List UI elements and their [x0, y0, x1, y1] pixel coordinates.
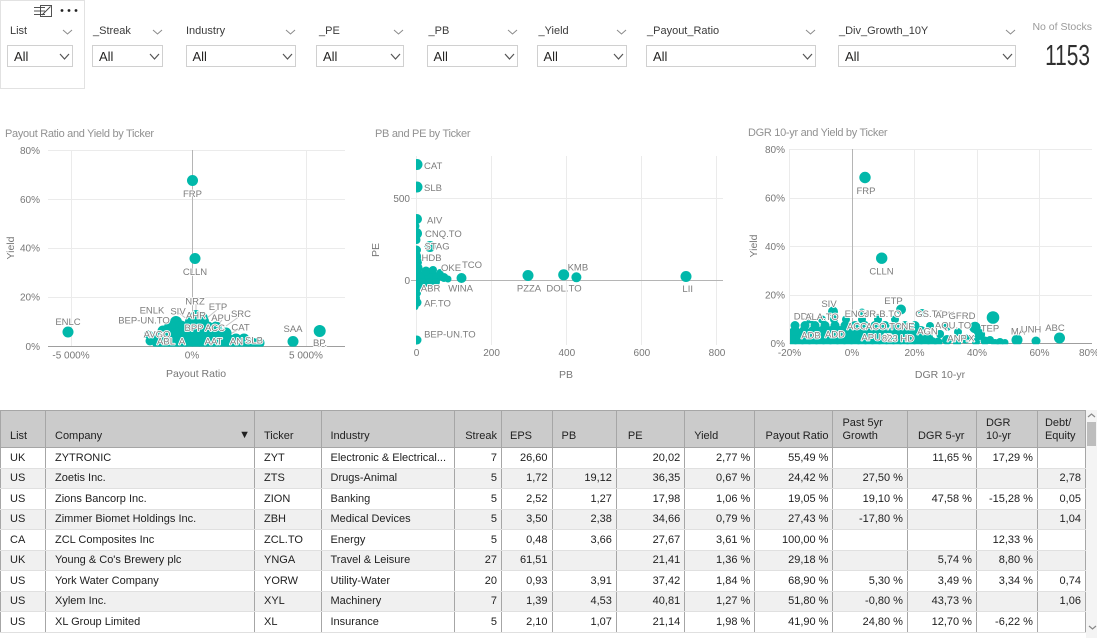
svg-text:TEP: TEP — [981, 324, 999, 335]
svg-text:AIV: AIV — [427, 216, 443, 227]
svg-text:60%: 60% — [1029, 348, 1049, 359]
svg-text:APH: APH — [935, 310, 955, 321]
svg-text:CNQ.TO: CNQ.TO — [425, 229, 462, 240]
svg-text:20%: 20% — [765, 291, 785, 302]
svg-text:KMB: KMB — [568, 263, 589, 274]
svg-text:ADD: ADD — [825, 330, 845, 341]
svg-text:600: 600 — [634, 348, 651, 359]
svg-text:NE: NE — [901, 322, 914, 333]
svg-text:80%: 80% — [765, 145, 785, 156]
svg-text:CAT: CAT — [424, 161, 442, 172]
svg-text:80%: 80% — [20, 146, 40, 157]
svg-text:UNH: UNH — [1021, 325, 1042, 336]
svg-text:HDB: HDB — [422, 253, 442, 264]
svg-text:5 000%: 5 000% — [289, 351, 323, 362]
svg-text:ACO.TO: ACO.TO — [866, 322, 902, 333]
svg-text:40%: 40% — [765, 242, 785, 253]
svg-text:Yield: Yield — [748, 234, 760, 257]
svg-text:ABL: ABL — [157, 337, 175, 348]
svg-text:ACC: ACC — [847, 322, 867, 333]
svg-text:MA: MA — [1011, 327, 1026, 338]
svg-text:WINA: WINA — [448, 284, 473, 295]
svg-text:20%: 20% — [904, 348, 924, 359]
svg-text:0: 0 — [404, 276, 410, 287]
svg-text:AHR: AHR — [186, 311, 206, 322]
svg-text:Payout Ratio: Payout Ratio — [166, 368, 226, 380]
svg-text:60%: 60% — [765, 194, 785, 205]
svg-text:APU IP: APU IP — [861, 333, 892, 344]
svg-text:BEP-UN.TO: BEP-UN.TO — [424, 330, 476, 341]
svg-text:BPP: BPP — [184, 323, 203, 334]
svg-text:AF.TO: AF.TO — [424, 299, 451, 310]
svg-text:FRP: FRP — [183, 189, 202, 200]
svg-text:0%: 0% — [26, 342, 41, 353]
svg-text:AVGO: AVGO — [144, 330, 171, 341]
svg-text:0%: 0% — [771, 339, 786, 350]
svg-text:20%: 20% — [20, 293, 40, 304]
svg-text:AAT: AAT — [205, 337, 223, 348]
svg-text:SLB: SLB — [424, 183, 442, 194]
svg-text:STAG: STAG — [425, 242, 450, 253]
svg-text:SIV: SIV — [821, 299, 837, 310]
svg-text:ENLK: ENLK — [845, 309, 870, 320]
svg-text:ADB: ADB — [801, 331, 821, 342]
svg-text:500: 500 — [393, 194, 410, 205]
svg-text:PB and PE by Ticker: PB and PE by Ticker — [375, 128, 471, 140]
svg-text:AN: AN — [230, 337, 243, 348]
svg-text:BP.: BP. — [313, 338, 327, 349]
svg-text:CAT: CAT — [231, 323, 249, 334]
svg-text:BEP-UN.TO: BEP-UN.TO — [118, 316, 170, 327]
svg-text:APU: APU — [211, 313, 231, 324]
svg-text:ENLK: ENLK — [140, 306, 165, 317]
svg-text:DOL.TO: DOL.TO — [546, 284, 581, 295]
svg-text:DGR 10-yr: DGR 10-yr — [915, 369, 966, 381]
svg-text:AQU.TO: AQU.TO — [935, 321, 971, 332]
svg-text:GS.TO: GS.TO — [915, 309, 944, 320]
svg-text:ANP.X: ANP.X — [947, 334, 975, 345]
svg-text:OKE: OKE — [441, 263, 461, 274]
svg-text:NRZ: NRZ — [185, 297, 205, 308]
svg-text:ALA.TO: ALA.TO — [805, 312, 839, 323]
svg-text:CJR-B.TO: CJR-B.TO — [858, 309, 902, 320]
svg-text:40%: 40% — [20, 244, 40, 255]
svg-text:-5 000%: -5 000% — [52, 351, 89, 362]
svg-text:0%: 0% — [185, 351, 200, 362]
svg-text:Payout Ratio and Yield by Tick: Payout Ratio and Yield by Ticker — [5, 128, 154, 140]
svg-text:823 HD: 823 HD — [882, 334, 914, 345]
svg-text:GFRD: GFRD — [949, 311, 976, 322]
svg-text:ABR: ABR — [421, 284, 441, 295]
svg-text:DGR 10-yr and Yield by Ticker: DGR 10-yr and Yield by Ticker — [748, 127, 888, 139]
svg-text:CLLN: CLLN — [869, 267, 893, 278]
svg-text:ETP: ETP — [884, 296, 902, 307]
svg-text:DDR: DDR — [794, 312, 815, 323]
svg-text:CLLN: CLLN — [183, 267, 207, 278]
svg-text:SIV: SIV — [170, 307, 186, 318]
svg-text:SLB: SLB — [245, 336, 263, 347]
svg-text:SRC: SRC — [231, 309, 251, 320]
svg-text:PE: PE — [370, 243, 382, 257]
svg-text:Yield: Yield — [5, 236, 17, 259]
svg-text:TCO: TCO — [462, 260, 482, 271]
svg-text:40%: 40% — [967, 348, 987, 359]
svg-text:-20%: -20% — [778, 348, 801, 359]
svg-text:0%: 0% — [845, 348, 860, 359]
svg-text:A: A — [179, 337, 186, 348]
svg-text:400: 400 — [558, 348, 575, 359]
svg-text:800: 800 — [709, 348, 726, 359]
svg-text:SAA: SAA — [283, 324, 303, 335]
svg-text:PZZA: PZZA — [517, 284, 542, 295]
svg-text:AGN: AGN — [917, 327, 938, 338]
svg-text:FRP: FRP — [857, 186, 876, 197]
svg-text:ACC: ACC — [205, 323, 225, 334]
svg-text:60%: 60% — [20, 195, 40, 206]
svg-text:ETP: ETP — [209, 302, 227, 313]
svg-text:0: 0 — [414, 348, 420, 359]
svg-text:ENLC: ENLC — [55, 317, 80, 328]
svg-text:LII: LII — [682, 284, 693, 295]
svg-text:PB: PB — [559, 369, 573, 381]
svg-text:ABC: ABC — [1045, 323, 1065, 334]
svg-text:80%: 80% — [1079, 348, 1097, 359]
svg-text:200: 200 — [483, 348, 500, 359]
